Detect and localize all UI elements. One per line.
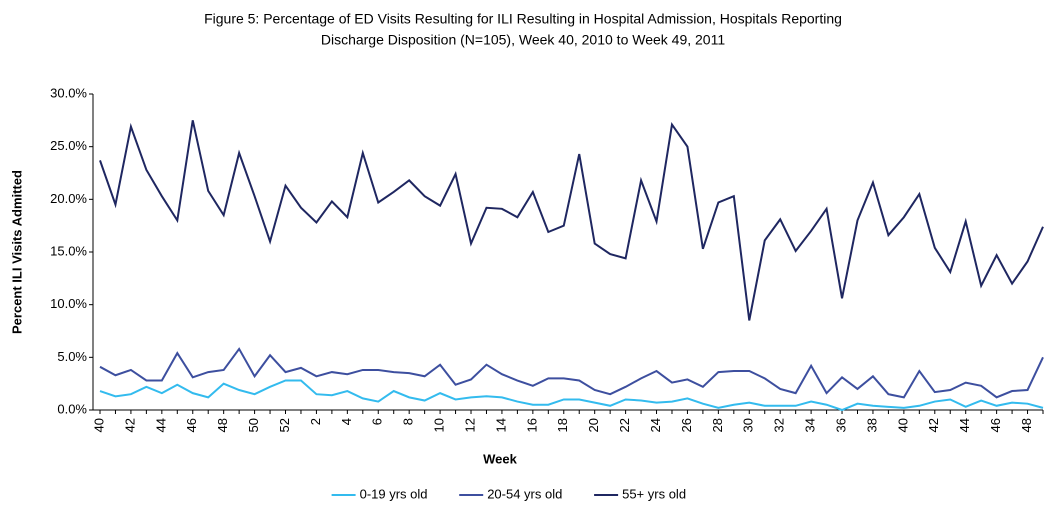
x-tick-label: 52 (277, 418, 292, 432)
y-tick-label: 5.0% (57, 349, 87, 364)
x-tick-label: 14 (493, 418, 508, 432)
x-tick-label: 26 (679, 418, 694, 432)
x-tick-label: 24 (648, 418, 663, 432)
chart-title: Figure 5: Percentage of ED Visits Result… (204, 11, 842, 27)
x-tick-label: 20 (586, 418, 601, 432)
x-tick-label: 44 (153, 418, 168, 432)
x-axis-title: Week (483, 451, 517, 466)
x-tick-label: 34 (803, 418, 818, 432)
series-line (99, 347, 1044, 399)
x-tick-label: 6 (370, 418, 385, 425)
series-line (99, 120, 1044, 321)
x-tick-label: 28 (710, 418, 725, 432)
x-tick-label: 12 (462, 418, 477, 432)
x-tick-label: 46 (184, 418, 199, 432)
x-tick-label: 32 (772, 418, 787, 432)
x-tick-label: 42 (926, 418, 941, 432)
x-tick-label: 50 (246, 418, 261, 432)
x-tick-label: 22 (617, 418, 632, 432)
x-tick-label: 40 (91, 418, 106, 432)
x-tick-label: 48 (215, 418, 230, 432)
y-axis-title: Percent ILI Visits Admitted (9, 170, 24, 334)
x-tick-label: 46 (988, 418, 1003, 432)
y-tick-label: 30.0% (50, 85, 87, 100)
legend-label: 0-19 yrs old (360, 486, 428, 501)
y-tick-label: 15.0% (50, 243, 87, 258)
x-tick-label: 2 (308, 418, 323, 425)
y-tick-label: 0.0% (57, 401, 87, 416)
x-tick-label: 16 (524, 418, 539, 432)
x-tick-label: 30 (741, 418, 756, 432)
x-tick-label: 10 (432, 418, 447, 432)
x-tick-label: 48 (1019, 418, 1034, 432)
x-tick-label: 38 (864, 418, 879, 432)
x-tick-label: 44 (957, 418, 972, 432)
x-tick-label: 18 (555, 418, 570, 432)
x-tick-label: 40 (895, 418, 910, 432)
legend-label: 20-54 yrs old (487, 486, 562, 501)
x-tick-label: 8 (401, 418, 416, 425)
y-tick-label: 10.0% (50, 296, 87, 311)
x-tick-label: 4 (339, 418, 354, 425)
y-tick-label: 25.0% (50, 138, 87, 153)
x-tick-label: 36 (833, 418, 848, 432)
x-tick-label: 42 (122, 418, 137, 432)
y-tick-label: 20.0% (50, 191, 87, 206)
legend-label: 55+ yrs old (622, 486, 686, 501)
series-line (99, 379, 1044, 412)
chart-title: Discharge Disposition (N=105), Week 40, … (321, 32, 725, 48)
